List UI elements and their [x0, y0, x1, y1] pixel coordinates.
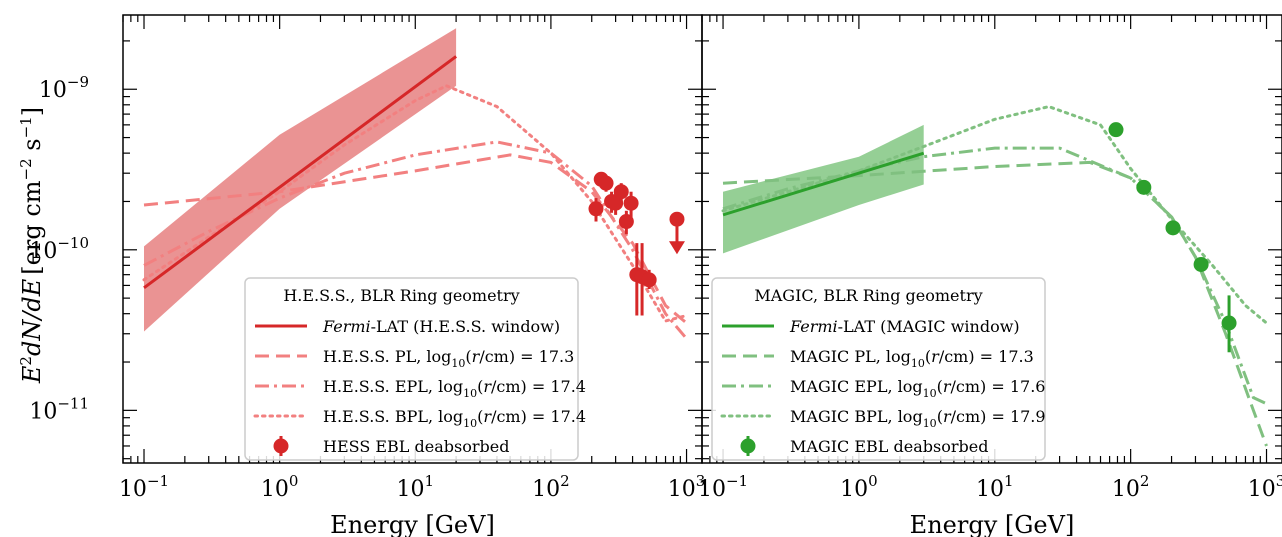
- y-tick-label: 10−11: [29, 394, 89, 424]
- data-point: [1136, 179, 1152, 195]
- ylabel-sup-m2: −2: [17, 158, 35, 180]
- x-axis-label: Energy [GeV]: [910, 511, 1075, 537]
- legend-label: Fermi-LAT (MAGIC window): [789, 317, 1020, 336]
- legend-label: MAGIC EBL deabsorbed: [790, 437, 988, 456]
- plot-area: [142, 28, 688, 340]
- fermi-band: [144, 28, 457, 332]
- data-point: [598, 175, 614, 191]
- ylabel-dnde: dN/dE: [18, 278, 46, 356]
- x-tick-label: 10−1: [119, 472, 169, 502]
- y-tick-label: 10−9: [39, 73, 89, 103]
- ylabel-units-close: ]: [18, 107, 46, 116]
- plot-area: [721, 105, 1268, 447]
- y-tick-label: 10−10: [29, 234, 89, 264]
- series-dashed: [722, 160, 1268, 447]
- x-tick-label: 103: [668, 472, 706, 502]
- axes-frame: [701, 14, 1282, 464]
- x-tick-label: 101: [976, 472, 1014, 502]
- data-point: [1165, 220, 1181, 236]
- fermi-line: [722, 151, 925, 217]
- legend-marker: [740, 438, 756, 454]
- data-point: [613, 184, 629, 200]
- y-ticks: [702, 40, 1282, 460]
- data-point: [608, 195, 624, 211]
- ylabel-e: E: [18, 365, 46, 384]
- y-ticks: [123, 40, 702, 460]
- data-point: [618, 214, 634, 230]
- ylabel-sup-m1: −1: [17, 116, 35, 138]
- x-tick-label: 102: [532, 472, 570, 502]
- fermi-band: [723, 124, 924, 254]
- data-point: [623, 195, 639, 211]
- legend-label: Fermi-LAT (H.E.S.S. window): [322, 317, 560, 336]
- data-point: [1108, 122, 1124, 138]
- data-point: [641, 272, 657, 288]
- legend-label: MAGIC PL, log10(r/cm) = 17.3: [790, 347, 1034, 370]
- y-axis-label: E2dN/dE [erg cm−2 s−1]: [17, 107, 46, 384]
- data-point: [588, 201, 604, 217]
- legend-title: MAGIC, BLR Ring geometry: [754, 286, 982, 305]
- x-axis-label: Energy [GeV]: [330, 511, 495, 537]
- legend-label: MAGIC BPL, log10(r/cm) = 17.9: [790, 407, 1046, 430]
- data-point: [1221, 315, 1237, 331]
- legend-label: H.E.S.S. EPL, log10(r/cm) = 17.4: [323, 377, 586, 400]
- legend-label: H.E.S.S. PL, log10(r/cm) = 17.3: [323, 347, 574, 370]
- x-tick-label: 103: [1248, 472, 1282, 502]
- svg-text:E2dN/dE[erg cm−2 s−1]: E2dN/dE [erg cm−2 s−1]: [17, 107, 46, 384]
- ylabel-units-open: [erg cm: [18, 180, 46, 274]
- x-tick-label: 10−1: [698, 472, 748, 502]
- x-tick-label: 100: [840, 472, 878, 502]
- fermi-line: [143, 55, 458, 289]
- legend-label: MAGIC EPL, log10(r/cm) = 17.6: [790, 377, 1045, 400]
- legend-title: H.E.S.S., BLR Ring geometry: [283, 286, 519, 305]
- ylabel-sup2: 2: [17, 356, 35, 366]
- legend-box: [711, 277, 1046, 461]
- x-tick-label: 100: [261, 472, 299, 502]
- legend: H.E.S.S., BLR Ring geometry Fermi-LAT (H.…: [244, 277, 586, 461]
- x-tick-label: 101: [397, 472, 435, 502]
- x-tick-label: 102: [1112, 472, 1150, 502]
- legend-marker: [273, 438, 289, 454]
- data-point: [1193, 256, 1209, 272]
- legend-box: [244, 277, 579, 461]
- series-dotted: [721, 105, 1268, 325]
- magic-panel: 10−1 100 101 102 103 Energy [GeV] MAGIC, BLR R…: [698, 14, 1282, 537]
- upper-limit-arrow: [668, 241, 685, 255]
- ylabel-s: s: [18, 138, 46, 158]
- legend-label: HESS EBL deabsorbed: [323, 437, 509, 456]
- legend: MAGIC, BLR Ring geometry Fermi-LAT (MAGIC…: [711, 277, 1046, 461]
- hess-panel: 10−1 100 101 102 103 Energy [GeV] 10−11 10−10 10…: [29, 14, 706, 537]
- legend-label: H.E.S.S. BPL, log10(r/cm) = 17.4: [323, 407, 586, 430]
